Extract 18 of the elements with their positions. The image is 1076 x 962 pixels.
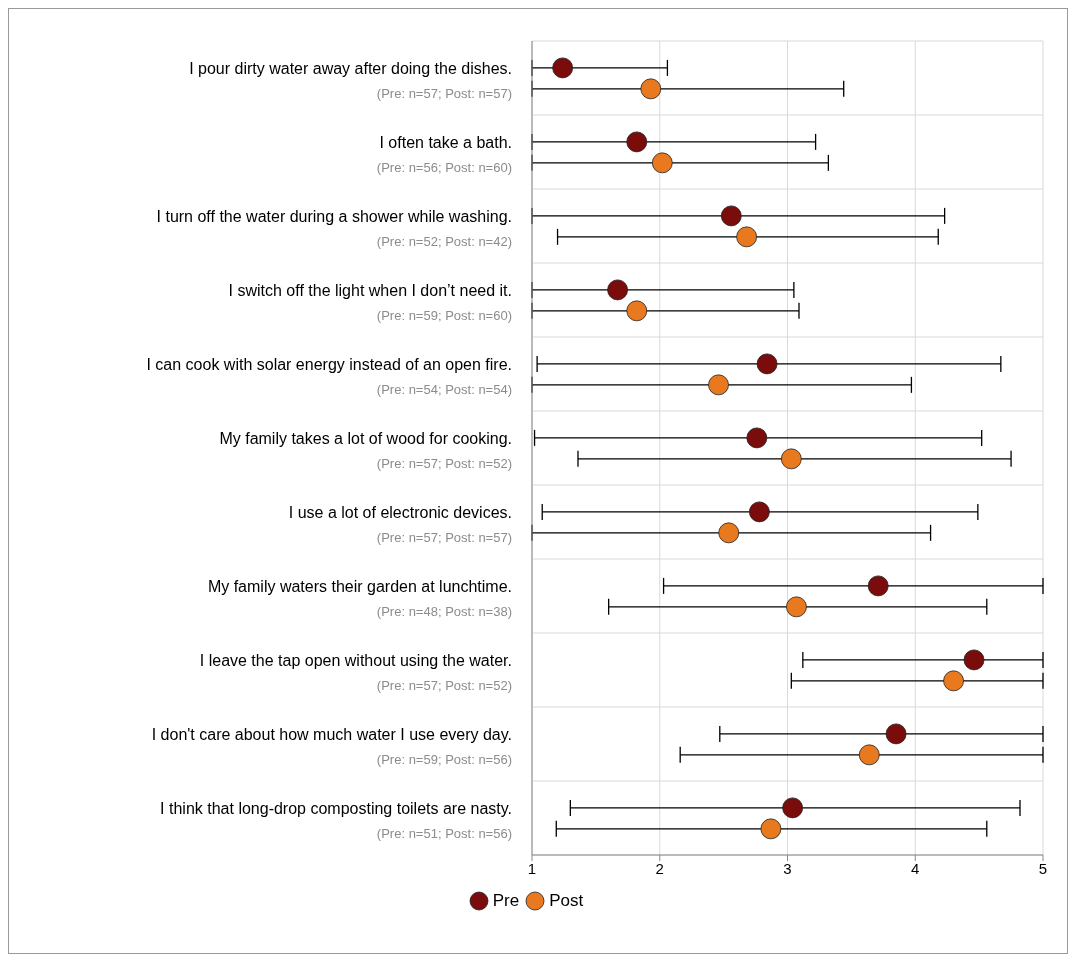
y-tick-label: My family waters their garden at lunchtime. (Pre: n=48; Post: n=38) xyxy=(207,578,512,619)
y-tick-label: I think that long-drop composting toilets are nasty. (Pre: n=51; Post: n=56) xyxy=(160,800,512,841)
x-tick-label: 2 xyxy=(655,859,664,877)
y-tick-label: I switch off the light when I don’t need it. (Pre: n=59; Post: n=60) xyxy=(228,282,512,323)
y-tick-label: I often take a bath. (Pre: n=56; Post: n=60) xyxy=(376,134,512,175)
y-tick-label: I pour dirty water away after doing the dishes. (Pre: n=57; Post: n=57) xyxy=(189,60,512,101)
x-tick-label: 1 xyxy=(527,859,537,877)
x-tick-label: 5 xyxy=(1038,859,1048,877)
y-tick-label: I don't care about how much water I use every day. (Pre: n=59; Post: n=56) xyxy=(151,726,512,767)
y-tick-label: I turn off the water during a shower while washing. (Pre: n=52; Post: n=42) xyxy=(156,208,512,249)
y-tick-label: I leave the tap open without using the water. (Pre: n=57; Post: n=52) xyxy=(199,652,512,693)
x-tick-label: 3 xyxy=(783,859,792,877)
legend-label: Post xyxy=(549,891,584,911)
y-tick-label: I use a lot of electronic devices. (Pre: n=57; Post: n=57) xyxy=(288,504,512,545)
y-tick-label: I can cook with solar energy instead of an open fire. (Pre: n=54; Post: n=54) xyxy=(146,356,512,397)
legend-label: Pre xyxy=(492,891,520,911)
y-tick-label: My family takes a lot of wood for cooking. (Pre: n=57; Post: n=52) xyxy=(219,430,512,471)
x-tick-label: 4 xyxy=(911,859,920,877)
